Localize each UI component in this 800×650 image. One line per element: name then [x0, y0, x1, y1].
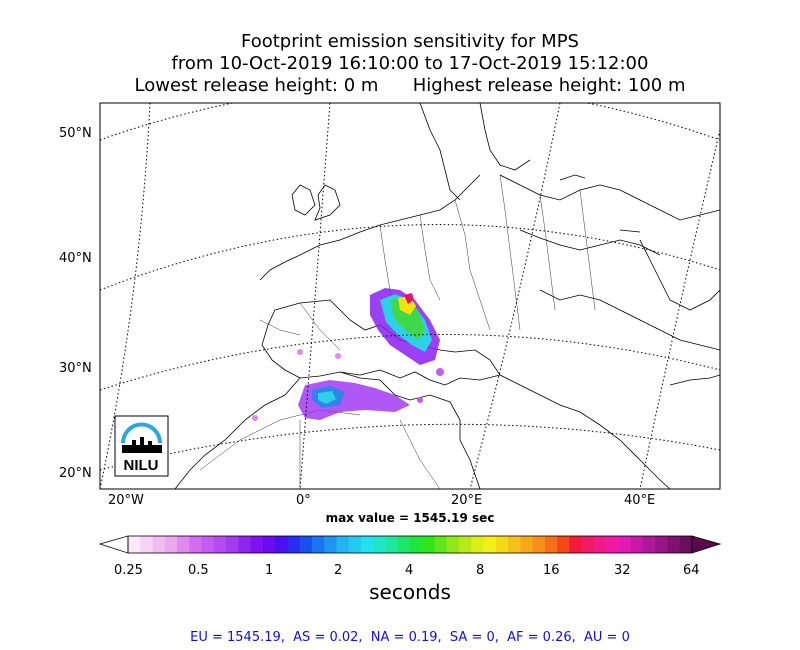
colorbar-cell: [422, 536, 436, 553]
colorbar-tick: 16: [543, 563, 560, 578]
colorbar-tick: 32: [614, 563, 631, 578]
colorbar-cell: [275, 536, 288, 553]
nilu-logo: NILU: [114, 415, 169, 477]
graticule: [100, 103, 720, 489]
colorbar-cell: [177, 536, 190, 553]
colorbar-cell: [410, 536, 423, 553]
coastlines: [174, 103, 720, 489]
colorbar-cell: [667, 536, 681, 553]
colorbar-cell: [557, 536, 570, 553]
lat-label-50n: 50°N: [59, 126, 92, 141]
colorbar-tick: 0.25: [114, 563, 143, 578]
colorbar-cell: [655, 536, 668, 553]
colorbar-cell: [324, 536, 337, 553]
colorbar-cell: [446, 536, 460, 553]
colorbar-cell: [189, 536, 203, 553]
colorbar-tick: 0.5: [188, 563, 209, 578]
lat-label-30n: 30°N: [59, 361, 92, 376]
lon-label-20w: 20°W: [108, 493, 144, 508]
title-line-3: Lowest release height: 0 m Highest relea…: [134, 75, 686, 96]
colorbar-cell: [630, 536, 644, 553]
colorbar-cell: [606, 536, 619, 553]
colorbar-high-arrow: [691, 535, 722, 554]
colorbar-cell: [471, 536, 485, 553]
lon-label-40e: 40°E: [624, 493, 656, 508]
colorbar-cell: [544, 536, 558, 553]
lon-label-0: 0°: [296, 493, 311, 508]
colorbar-label: seconds: [369, 580, 451, 604]
colorbar-cell: [201, 536, 215, 553]
region-totals: EU = 1545.19, AS = 0.02, NA = 0.19, SA =…: [190, 630, 630, 645]
max-value-label: max value = 1545.19 sec: [325, 511, 495, 525]
lon-label-20e: 20°E: [451, 493, 483, 508]
colorbar-cell: [385, 536, 399, 553]
colorbar-cell: [508, 536, 521, 553]
colorbar-cell: [226, 536, 239, 553]
title-line-1: Footprint emission sensitivity for MPS: [241, 31, 579, 52]
colorbar-cell: [679, 536, 693, 553]
colorbar-cell: [311, 536, 325, 553]
colorbar-cell: [397, 536, 411, 553]
colorbar-cell: [213, 536, 227, 553]
colorbar-cell: [238, 536, 252, 553]
colorbar-tick: 2: [334, 563, 343, 578]
colorbar-cell: [642, 536, 656, 553]
colorbar-cell: [360, 536, 374, 553]
colorbar-cell: [532, 536, 546, 553]
colorbar-cell: [495, 536, 509, 553]
colorbar-cell: [299, 536, 313, 553]
colorbar-cell: [618, 536, 632, 553]
colorbar-cell: [164, 536, 178, 553]
colorbar-tick: 4: [405, 563, 414, 578]
colorbar-cell: [569, 536, 583, 553]
colorbar-cell: [262, 536, 276, 553]
colorbar-tick: 8: [476, 563, 485, 578]
colorbar-cell: [483, 536, 497, 553]
footprint-plume: [252, 288, 444, 421]
colorbar-cell: [459, 536, 472, 553]
logo-text: NILU: [124, 457, 159, 474]
colorbar-cell: [250, 536, 264, 553]
colorbar-cell: [128, 536, 141, 553]
colorbar-cell: [373, 536, 386, 553]
colorbar-cell: [434, 536, 448, 553]
colorbar-cell: [581, 536, 595, 553]
colorbar-tick: 1: [265, 563, 274, 578]
title-line-2: from 10-Oct-2019 16:10:00 to 17-Oct-2019…: [171, 53, 649, 74]
colorbar-low-arrow: [98, 535, 129, 554]
colorbar-cell: [140, 536, 154, 553]
colorbar-cell: [348, 536, 362, 553]
colorbar-cell: [152, 536, 166, 553]
lat-label-20n: 20°N: [59, 466, 92, 481]
colorbar-cell: [520, 536, 534, 553]
colorbar-cell: [593, 536, 607, 553]
colorbar-cell: [287, 536, 301, 553]
lat-label-40n: 40°N: [59, 251, 92, 266]
colorbar-cell: [336, 536, 350, 553]
colorbar-tick: 64: [683, 563, 700, 578]
map-frame: [99, 102, 721, 490]
